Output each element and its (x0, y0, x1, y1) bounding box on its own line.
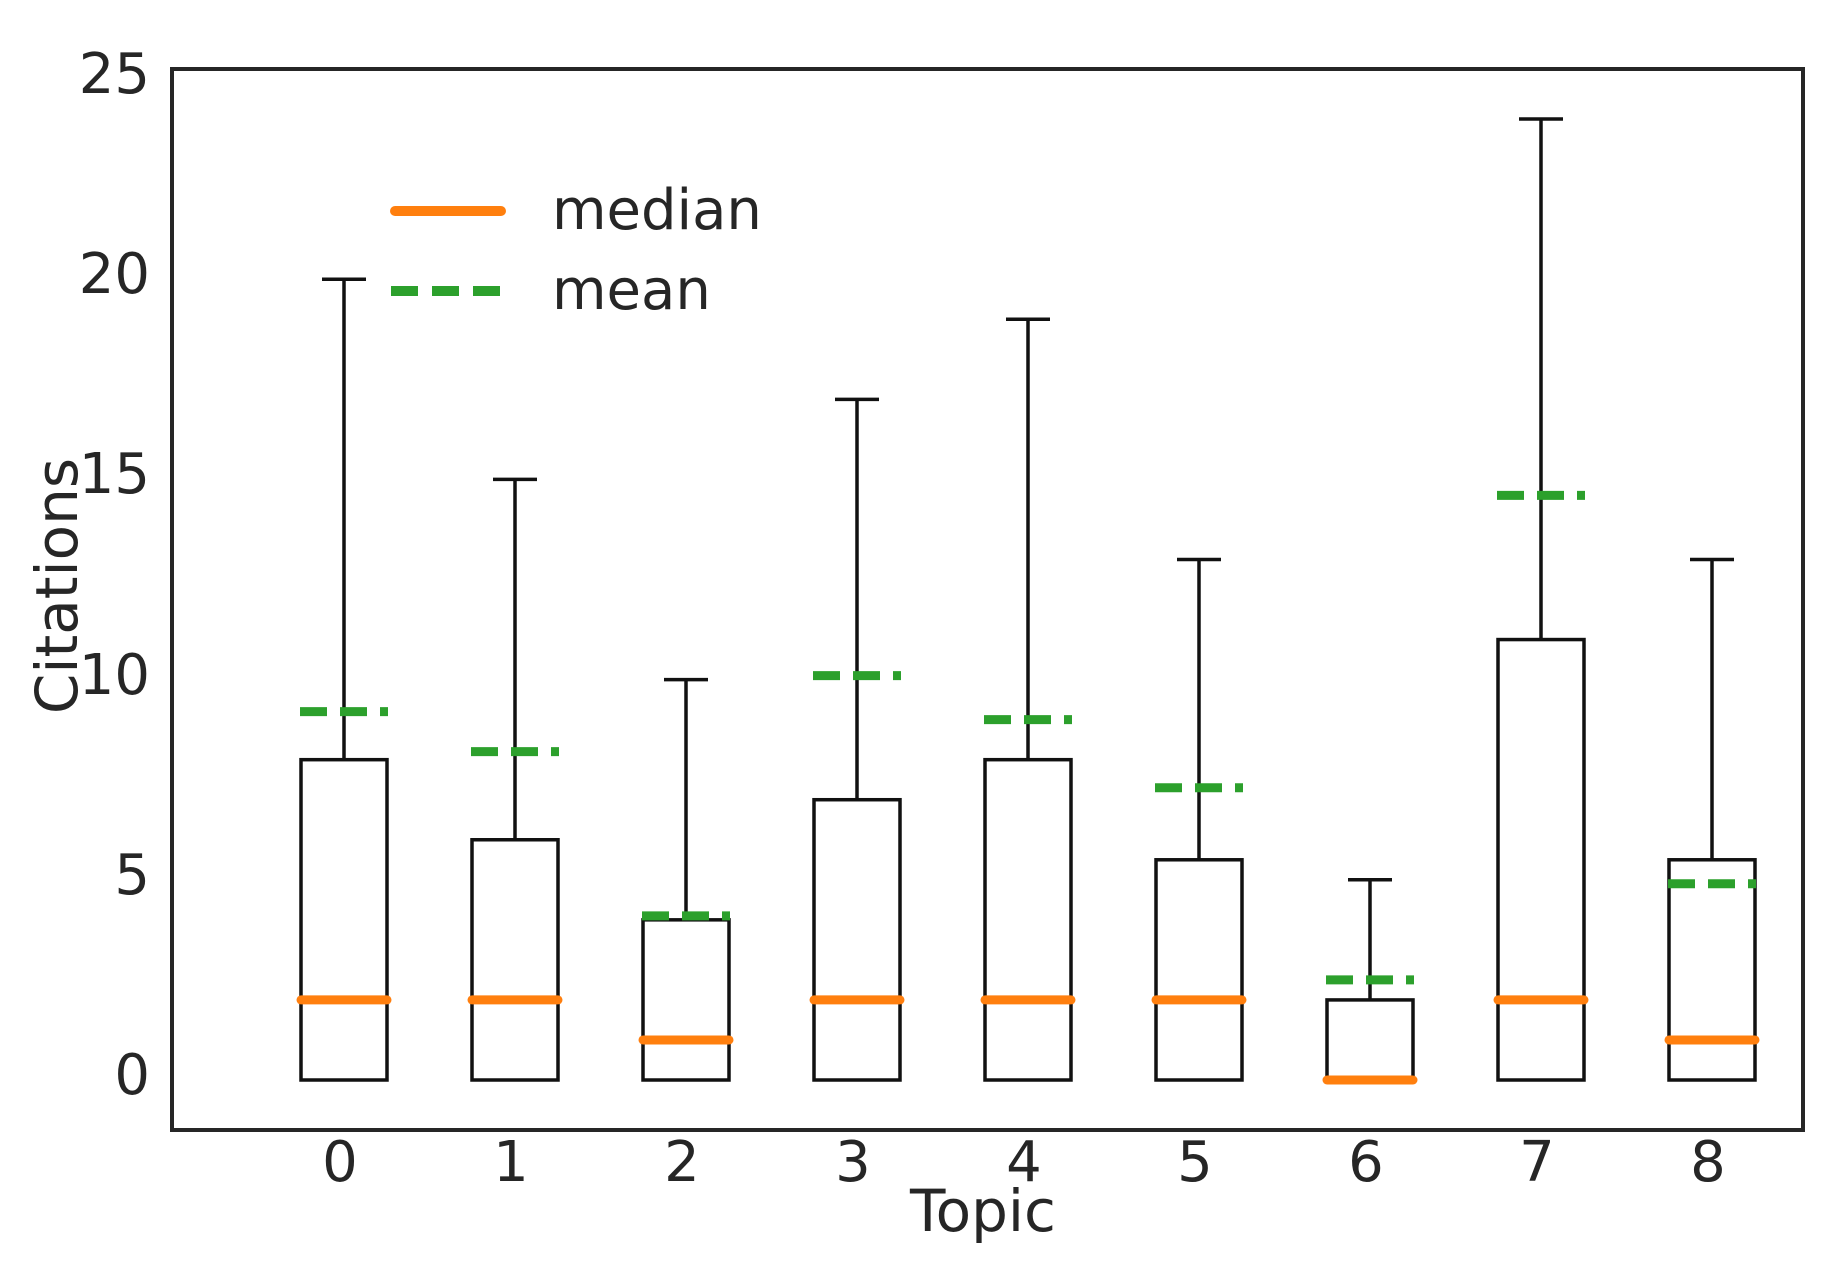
box-rect (641, 918, 731, 1082)
plot-svg (296, 117, 1760, 1085)
x-tick-label: 3 (835, 1130, 871, 1195)
box-rect (470, 838, 560, 1082)
mean-line-swatch (391, 286, 507, 296)
y-tick-label: 15 (78, 442, 150, 508)
y-axis-label: Citations (23, 457, 91, 715)
legend-label-mean: mean (552, 258, 711, 323)
x-tick-label: 1 (493, 1130, 529, 1195)
legend-item-mean: mean (389, 263, 711, 319)
box-group-topic-5 (1151, 557, 1247, 1082)
box-group-topic-7 (1493, 117, 1589, 1082)
x-tick-label: 5 (1177, 1130, 1213, 1195)
y-tick-label: 5 (114, 842, 150, 908)
x-tick-label: 2 (664, 1130, 700, 1195)
box-rect (983, 757, 1073, 1082)
box-rect (1154, 858, 1244, 1082)
plot-area: median mean (170, 67, 1805, 1132)
x-tick-label: 6 (1348, 1130, 1384, 1195)
box-group-topic-1 (467, 477, 563, 1082)
legend-item-median: median (389, 183, 762, 239)
x-tick-label: 8 (1690, 1130, 1726, 1195)
x-tick-label: 7 (1519, 1130, 1555, 1195)
box-group-topic-3 (809, 397, 905, 1082)
y-tick-label: 20 (78, 242, 150, 308)
y-tick-label: 0 (114, 1043, 150, 1108)
median-line-swatch (390, 206, 506, 216)
box-rect (1325, 998, 1415, 1082)
x-tick-label: 0 (322, 1130, 358, 1195)
box-rect (299, 757, 389, 1082)
box-group-topic-8 (1664, 557, 1760, 1082)
box-rect (1496, 637, 1586, 1082)
box-rect (1667, 858, 1757, 1082)
box-group-topic-2 (638, 677, 734, 1082)
legend-label-median: median (552, 178, 762, 243)
y-tick-label: 25 (78, 42, 150, 107)
x-tick-label: 4 (1006, 1130, 1042, 1195)
y-tick-label: 10 (78, 642, 150, 708)
box-group-topic-0 (296, 277, 392, 1082)
box-rect (812, 797, 902, 1082)
box-group-topic-6 (1322, 878, 1418, 1085)
box-group-topic-4 (980, 317, 1076, 1082)
x-axis-label: Topic (910, 1177, 1056, 1245)
